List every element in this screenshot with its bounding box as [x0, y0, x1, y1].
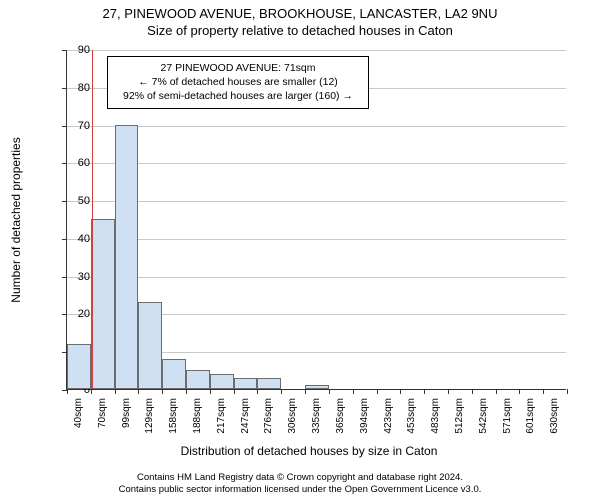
xtick-mark	[353, 389, 354, 394]
ytick-label: 90	[60, 44, 90, 56]
histogram-bar	[162, 359, 186, 389]
xtick-label: 335sqm	[311, 398, 322, 442]
title-address: 27, PINEWOOD AVENUE, BROOKHOUSE, LANCAST…	[0, 6, 600, 21]
xtick-label: 247sqm	[240, 398, 251, 442]
xtick-label: 158sqm	[168, 398, 179, 442]
xtick-label: 512sqm	[454, 398, 465, 442]
xtick-mark	[162, 389, 163, 394]
xtick-label: 276sqm	[263, 398, 274, 442]
xtick-label: 217sqm	[216, 398, 227, 442]
gridline	[67, 126, 566, 127]
xtick-mark	[257, 389, 258, 394]
xtick-label: 394sqm	[359, 398, 370, 442]
xtick-mark	[138, 389, 139, 394]
gridline	[67, 201, 566, 202]
xtick-label: 365sqm	[335, 398, 346, 442]
annotation-line: 92% of semi-detached houses are larger (…	[114, 89, 362, 103]
xtick-mark	[210, 389, 211, 394]
chart-title-block: 27, PINEWOOD AVENUE, BROOKHOUSE, LANCAST…	[0, 0, 600, 38]
xtick-mark	[377, 389, 378, 394]
xtick-label: 453sqm	[406, 398, 417, 442]
xtick-label: 40sqm	[73, 398, 84, 442]
histogram-bar	[91, 219, 115, 389]
xtick-mark	[305, 389, 306, 394]
xtick-label: 129sqm	[144, 398, 155, 442]
xtick-mark	[448, 389, 449, 394]
xtick-label: 99sqm	[121, 398, 132, 442]
reference-line	[92, 50, 93, 389]
histogram-bar	[210, 374, 234, 389]
annotation-box: 27 PINEWOOD AVENUE: 71sqm← 7% of detache…	[107, 56, 369, 109]
ytick-label: 20	[60, 308, 90, 320]
ytick-label: 60	[60, 157, 90, 169]
histogram-bar	[257, 378, 281, 389]
gridline	[67, 163, 566, 164]
gridline	[67, 239, 566, 240]
xtick-mark	[329, 389, 330, 394]
ytick-label: 40	[60, 233, 90, 245]
xtick-label: 542sqm	[478, 398, 489, 442]
xtick-mark	[400, 389, 401, 394]
ytick-label: 80	[60, 82, 90, 94]
xtick-mark	[91, 389, 92, 394]
y-axis-label: Number of detached properties	[9, 137, 23, 302]
histogram-bar	[186, 370, 210, 389]
attribution-text: Contains HM Land Registry data © Crown c…	[0, 472, 600, 496]
xtick-mark	[115, 389, 116, 394]
attribution-line2: Contains public sector information licen…	[0, 484, 600, 496]
xtick-mark	[234, 389, 235, 394]
chart-container: Number of detached properties 0102030405…	[38, 50, 580, 436]
xtick-label: 306sqm	[287, 398, 298, 442]
xtick-mark	[567, 389, 568, 394]
x-axis-label: Distribution of detached houses by size …	[38, 444, 580, 458]
ytick-label: 50	[60, 195, 90, 207]
histogram-bar	[115, 125, 139, 389]
attribution-line1: Contains HM Land Registry data © Crown c…	[0, 472, 600, 484]
annotation-line: ← 7% of detached houses are smaller (12)	[114, 75, 362, 89]
xtick-label: 188sqm	[192, 398, 203, 442]
histogram-bar	[234, 378, 258, 389]
histogram-bar	[67, 344, 91, 389]
gridline	[67, 50, 566, 51]
xtick-label: 630sqm	[549, 398, 560, 442]
xtick-label: 70sqm	[97, 398, 108, 442]
xtick-label: 483sqm	[430, 398, 441, 442]
gridline	[67, 277, 566, 278]
xtick-mark	[543, 389, 544, 394]
plot-area: 010203040506070809040sqm70sqm99sqm129sqm…	[66, 50, 566, 390]
xtick-mark	[281, 389, 282, 394]
annotation-line: 27 PINEWOOD AVENUE: 71sqm	[114, 61, 362, 75]
xtick-mark	[424, 389, 425, 394]
histogram-bar	[138, 302, 162, 389]
xtick-mark	[496, 389, 497, 394]
xtick-label: 571sqm	[502, 398, 513, 442]
ytick-label: 30	[60, 271, 90, 283]
xtick-mark	[186, 389, 187, 394]
histogram-bar	[305, 385, 329, 389]
xtick-label: 601sqm	[525, 398, 536, 442]
ytick-label: 70	[60, 120, 90, 132]
xtick-mark	[519, 389, 520, 394]
xtick-mark	[67, 389, 68, 394]
xtick-mark	[472, 389, 473, 394]
title-subtitle: Size of property relative to detached ho…	[0, 23, 600, 38]
xtick-label: 423sqm	[383, 398, 394, 442]
